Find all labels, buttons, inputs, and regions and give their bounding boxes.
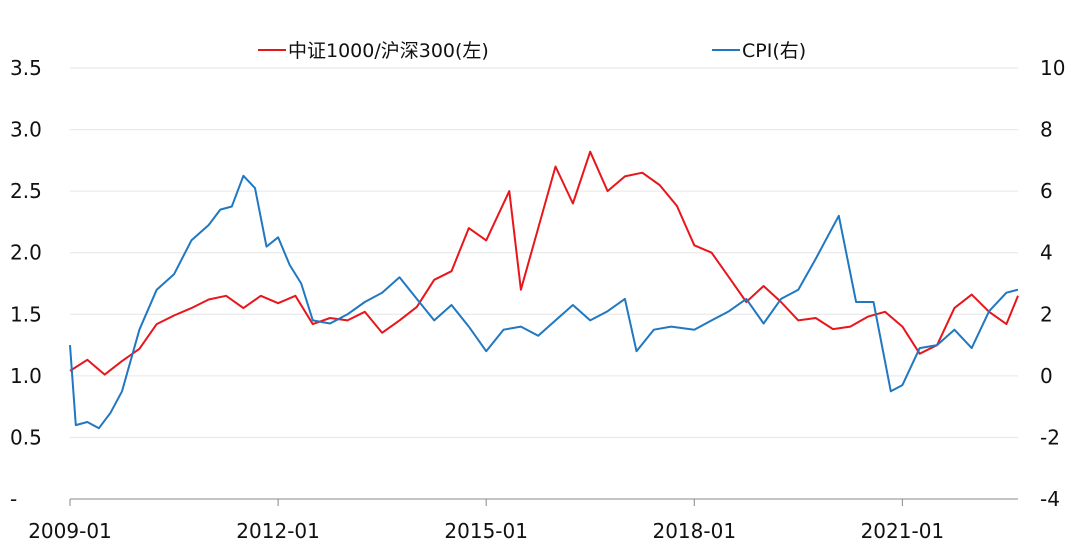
legend: 中证1000/沪深300(左) CPI(右) [258, 40, 806, 62]
right-tick-label: -4 [1040, 487, 1060, 511]
legend-label-cpi: CPI(右) [742, 40, 806, 62]
x-tick-label: 2012-01 [236, 519, 320, 543]
left-tick-label: 1.5 [10, 302, 42, 326]
right-tick-label: 0 [1040, 364, 1053, 388]
series-line-cpi [69, 174, 1019, 430]
series-lines [69, 150, 1019, 430]
left-tick-label: 1.0 [10, 364, 42, 388]
gridlines [70, 67, 1018, 438]
right-tick-label: 8 [1040, 118, 1053, 142]
x-tick-label: 2021-01 [861, 519, 945, 543]
x-tick-label: 2018-01 [652, 519, 736, 543]
right-tick-label: 2 [1040, 302, 1053, 326]
x-tick-label: 2009-01 [28, 519, 112, 543]
right-axis-ticks: -4 -2 0 2 4 6 8 10 [1040, 56, 1065, 511]
left-axis-ticks: - 0.5 1.0 1.5 2.0 2.5 3.0 3.5 [10, 56, 42, 511]
left-tick-label: 0.5 [10, 425, 42, 449]
x-tick-label: 2015-01 [444, 519, 528, 543]
left-tick-label: 3.5 [10, 56, 42, 80]
right-tick-label: 6 [1040, 179, 1053, 203]
left-tick-label: 2.5 [10, 179, 42, 203]
left-tick-label: 3.0 [10, 118, 42, 142]
series-line-ratio [69, 150, 1019, 376]
x-axis-ticks: 2009-01 2012-01 2015-01 2018-01 2021-01 [28, 499, 944, 543]
right-tick-label: -2 [1040, 425, 1060, 449]
left-tick-label: - [10, 487, 17, 511]
right-tick-label: 10 [1040, 56, 1065, 80]
legend-label-ratio: 中证1000/沪深300(左) [288, 40, 489, 62]
left-tick-label: 2.0 [10, 241, 42, 265]
right-tick-label: 4 [1040, 241, 1053, 265]
